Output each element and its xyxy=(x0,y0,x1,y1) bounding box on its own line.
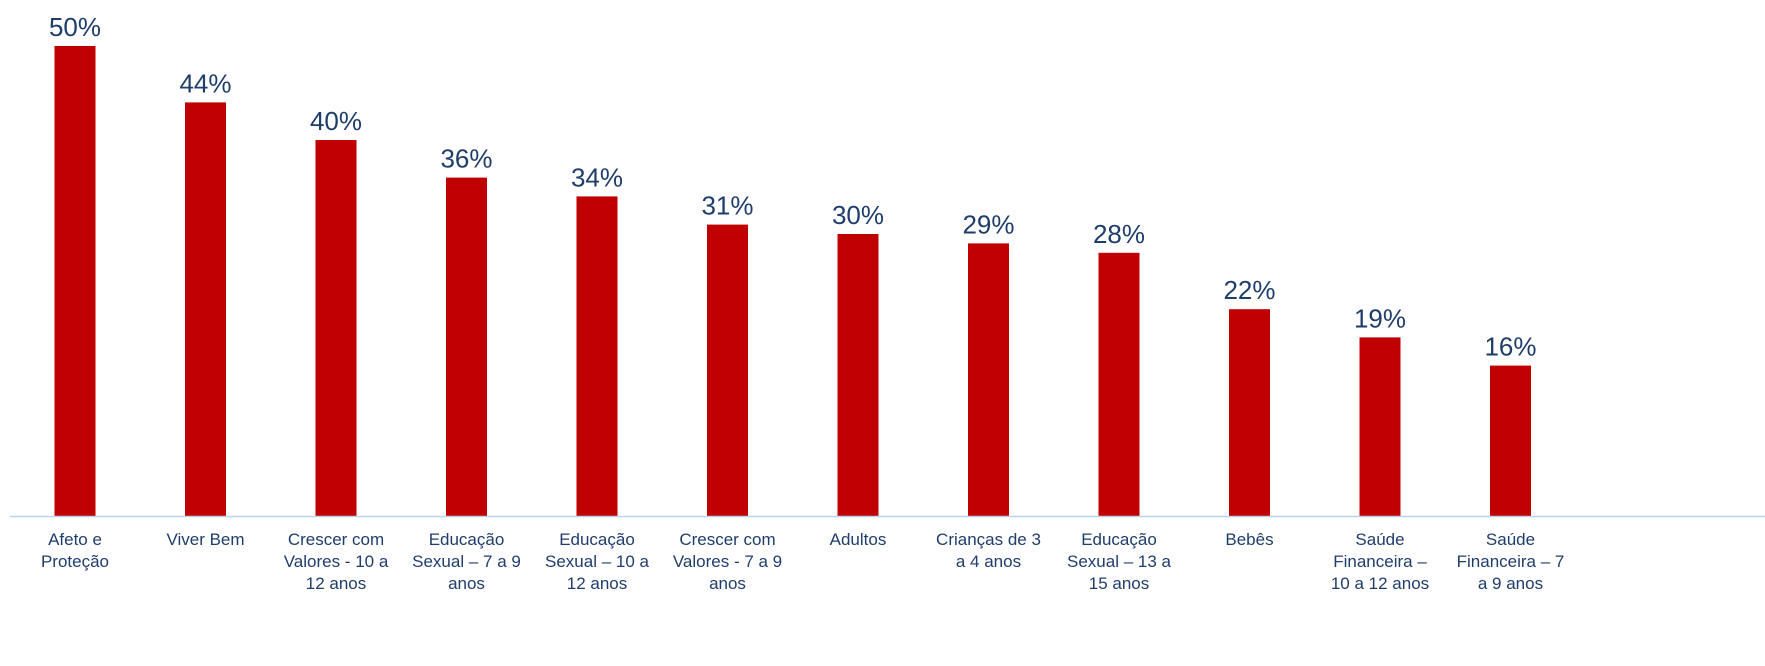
category-label-7: Adultos xyxy=(830,530,887,549)
category-label-4: Educação Sexual – 7 a 9 anos xyxy=(412,530,521,593)
category-label-10: Bebês xyxy=(1225,530,1273,549)
value-label-1: 50% xyxy=(49,12,101,42)
bar-2 xyxy=(185,102,226,517)
bar-5 xyxy=(576,196,618,516)
bar-12 xyxy=(1490,365,1531,516)
value-label-3: 40% xyxy=(310,106,362,136)
bar-3 xyxy=(315,140,357,516)
bar-4 xyxy=(446,177,487,516)
bar-10 xyxy=(1229,309,1270,516)
category-labels-group: Afeto e Proteção Viver Bem Crescer com Valor… xyxy=(41,530,1564,593)
value-label-2: 44% xyxy=(179,68,231,98)
category-label-3: Crescer com Valores - 10 a 12 anos xyxy=(284,530,389,593)
category-label-2: Viver Bem xyxy=(166,530,244,549)
bar-1 xyxy=(54,46,96,516)
value-label-4: 36% xyxy=(440,144,492,174)
bar-7 xyxy=(837,234,879,516)
category-label-5: Educação Sexual – 10 a 12 anos xyxy=(545,530,650,593)
value-label-12: 16% xyxy=(1484,332,1536,362)
category-label-6: Crescer com Valores - 7 a 9 anos xyxy=(673,530,782,593)
bars-group xyxy=(54,46,1531,517)
value-label-9: 28% xyxy=(1093,219,1145,249)
category-label-1: Afeto e Proteção xyxy=(41,530,109,571)
value-label-7: 30% xyxy=(832,200,884,230)
bar-8 xyxy=(968,243,1009,516)
value-label-8: 29% xyxy=(962,209,1014,239)
category-label-11: Saúde Financeira –10 a 12 anos xyxy=(1331,530,1429,593)
value-label-6: 31% xyxy=(701,191,753,221)
value-label-11: 19% xyxy=(1354,303,1406,333)
bar-6 xyxy=(707,224,748,516)
bar-11 xyxy=(1359,337,1401,516)
value-labels-group: 50% 44% 40% 36% 34% 31% 30% 29% 28% 22% 19% 16% xyxy=(49,12,1537,362)
category-label-9: Educação Sexual – 13 a 15 anos xyxy=(1067,530,1172,593)
value-label-5: 34% xyxy=(571,162,623,192)
bar-9 xyxy=(1098,252,1140,517)
value-label-10: 22% xyxy=(1223,275,1275,305)
